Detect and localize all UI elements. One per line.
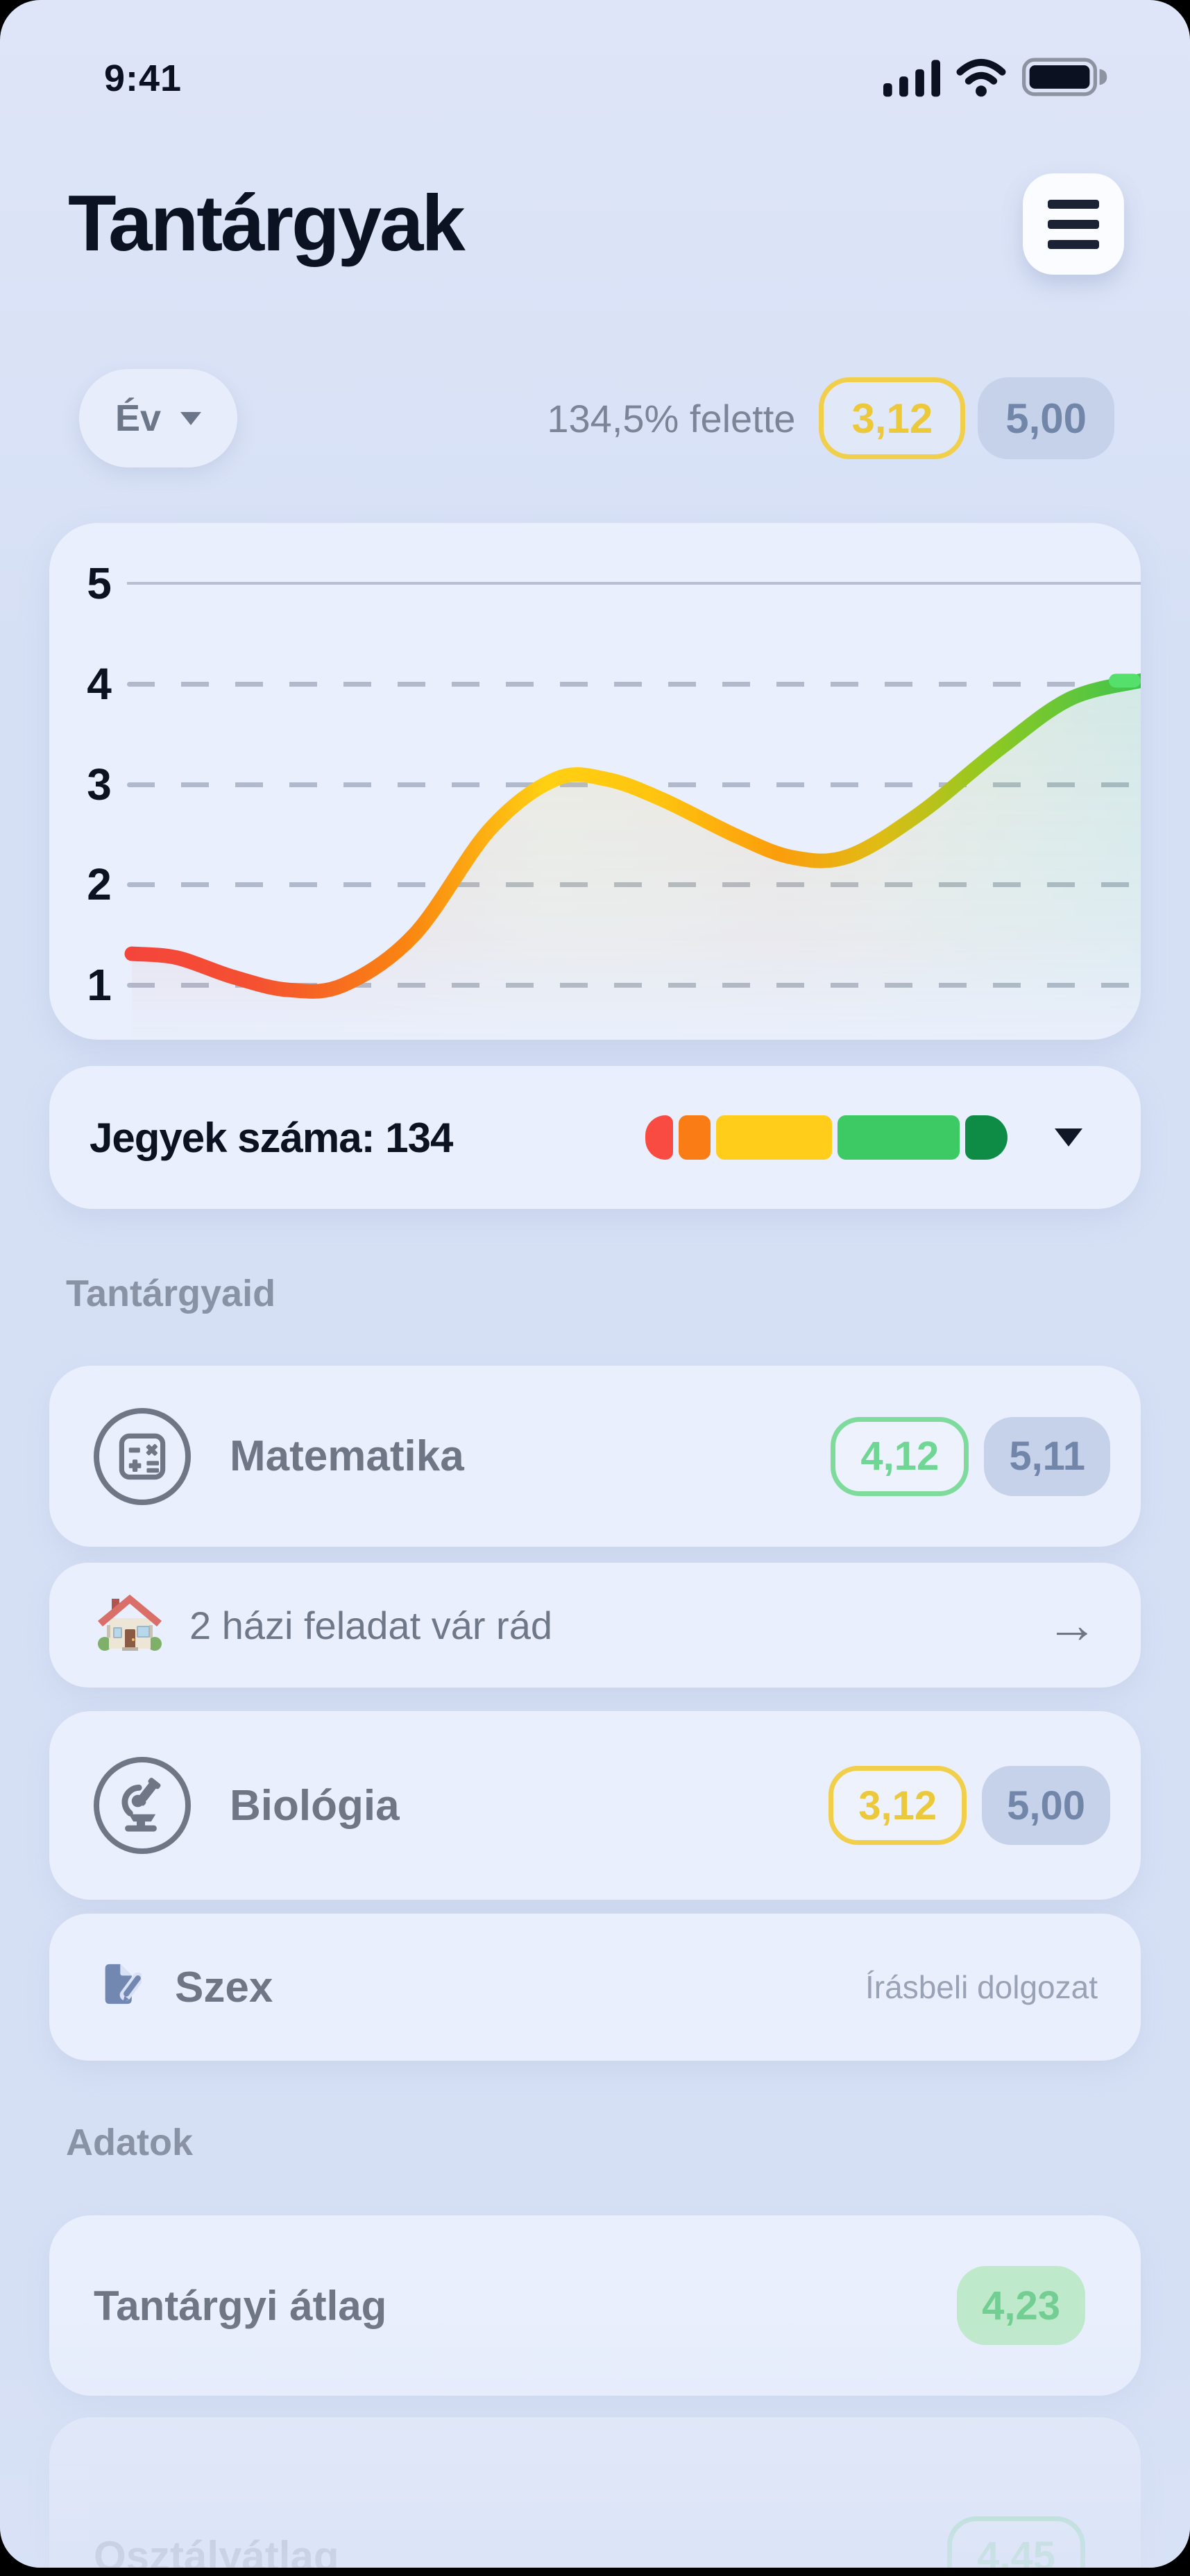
microscope-icon	[94, 1757, 191, 1854]
calculator-icon	[94, 1407, 191, 1505]
battery-icon	[1022, 55, 1108, 102]
grade-segment-orange	[679, 1115, 711, 1160]
page-title: Tantárgyak	[68, 180, 466, 268]
arrow-right-icon[interactable]: →	[1046, 1596, 1098, 1654]
subject-name: Biológia	[230, 1781, 400, 1830]
class-average-card: Osztályátlag 4,45	[49, 2417, 1141, 2568]
class-average-label: Osztályátlag	[94, 2532, 339, 2568]
filter-row: Év 134,5% felette 3,12 5,00	[79, 369, 1114, 467]
y-axis-tick: 4	[87, 658, 112, 709]
status-bar: 9:41	[104, 54, 1108, 103]
filter-stats: 134,5% felette 3,12 5,00	[547, 377, 1114, 459]
subject-card-szex[interactable]: Szex Írásbeli dolgozat	[49, 1914, 1141, 2061]
y-axis-tick: 2	[87, 859, 112, 910]
above-average-text: 134,5% felette	[547, 396, 796, 440]
chart-end-marker	[1109, 673, 1141, 688]
subject-name: Szex	[175, 1963, 273, 2011]
house-icon	[95, 1589, 164, 1662]
class-average-value: 4,45	[947, 2516, 1085, 2568]
homework-banner[interactable]: 2 házi feladat vár rád →	[49, 1563, 1141, 1688]
menu-button[interactable]	[1023, 173, 1124, 275]
data-section-title: Adatok	[66, 2122, 194, 2163]
subject-name: Matematika	[230, 1432, 464, 1480]
homework-text: 2 házi feladat vár rád	[189, 1603, 552, 1647]
wifi-icon	[955, 57, 1007, 101]
chart-area-fill	[132, 680, 1141, 1040]
gridline-dashed	[127, 681, 1141, 687]
period-selector-label: Év	[115, 397, 162, 439]
subject-max-badge: 5,11	[984, 1416, 1110, 1496]
subject-average-badge: 4,12	[831, 1416, 969, 1496]
max-grade-badge: 5,00	[978, 377, 1114, 459]
grades-line-chart	[124, 673, 1141, 1040]
grades-count-label: Jegyek száma: 134	[90, 1114, 453, 1161]
grades-count-card[interactable]: Jegyek száma: 134	[49, 1066, 1141, 1209]
page-header: Tantárgyak	[68, 173, 1124, 275]
subjects-section-title: Tantárgyaid	[66, 1273, 276, 1314]
grade-distribution-bar	[645, 1115, 1008, 1160]
y-axis-tick: 3	[87, 759, 112, 809]
caret-down-icon[interactable]	[1055, 1128, 1082, 1147]
subject-average-badge: 3,12	[828, 1766, 967, 1845]
chart-line	[124, 673, 1141, 999]
grade-segment-dark-green	[965, 1115, 1008, 1160]
y-axis-tick: 1	[87, 960, 112, 1010]
status-time: 9:41	[104, 58, 182, 99]
subject-average-card: Tantárgyi átlag 4,23	[49, 2215, 1141, 2396]
status-icons	[883, 55, 1108, 102]
subject-max-badge: 5,00	[982, 1766, 1110, 1845]
subject-average-value: 4,23	[957, 2266, 1085, 2345]
caret-down-icon	[180, 411, 202, 425]
subject-card-biologia[interactable]: Biológia 3,12 5,00	[49, 1711, 1141, 1900]
period-selector[interactable]: Év	[79, 369, 238, 467]
grades-chart-card: 5 4 3 2 1	[49, 523, 1141, 1040]
subject-average-label: Tantárgyi átlag	[94, 2282, 387, 2329]
grade-segment-yellow	[715, 1115, 832, 1160]
subject-card-matematika[interactable]: Matematika 4,12 5,11	[49, 1366, 1141, 1547]
grade-segment-green	[837, 1115, 960, 1160]
current-average-badge: 3,12	[819, 377, 966, 459]
document-edit-icon	[97, 1961, 144, 2013]
cellular-signal-icon	[883, 56, 940, 101]
grade-segment-red	[645, 1115, 674, 1160]
gridline-solid	[127, 582, 1141, 585]
y-axis-tick: 5	[87, 558, 112, 608]
hamburger-icon	[1048, 199, 1099, 249]
exam-note: Írásbeli dolgozat	[865, 1969, 1098, 2005]
